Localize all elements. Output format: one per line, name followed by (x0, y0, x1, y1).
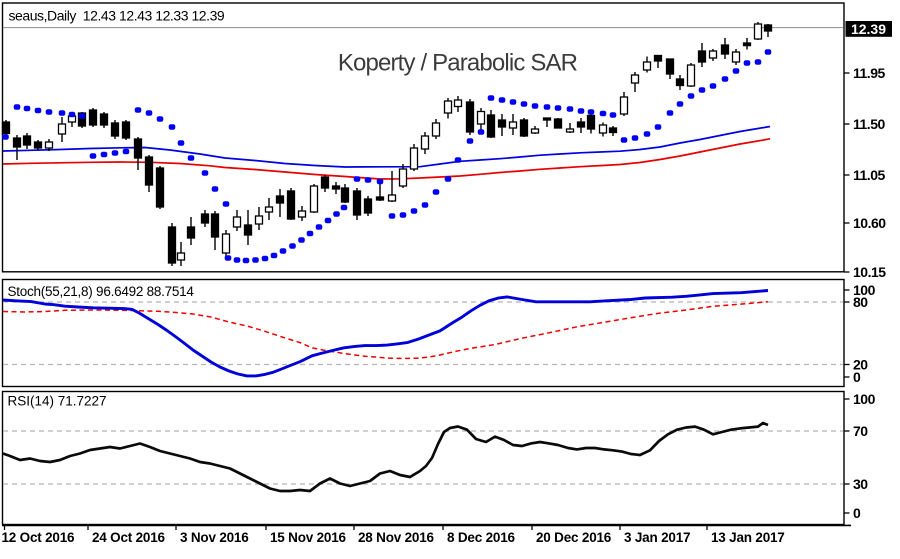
svg-text:100: 100 (853, 282, 876, 298)
svg-text:10.60: 10.60 (853, 215, 886, 231)
svg-text:15 Nov 2016: 15 Nov 2016 (270, 530, 347, 545)
svg-text:24 Oct 2016: 24 Oct 2016 (92, 530, 166, 545)
svg-text:RSI(14) 71.7227: RSI(14) 71.7227 (8, 394, 107, 409)
svg-text:70: 70 (853, 423, 868, 439)
svg-text:seaus,Daily 12.43 12.43 12.33: seaus,Daily 12.43 12.43 12.33 12.39 (9, 8, 225, 24)
svg-text:28 Nov 2016: 28 Nov 2016 (358, 530, 435, 545)
svg-text:0: 0 (853, 505, 861, 521)
svg-text:11.05: 11.05 (853, 167, 885, 183)
svg-text:Stoch(55,21,8) 96.6492 88.7514: Stoch(55,21,8) 96.6492 88.7514 (8, 284, 195, 299)
svg-text:20: 20 (853, 357, 868, 373)
svg-text:11.50: 11.50 (853, 116, 885, 132)
svg-text:12.39: 12.39 (851, 21, 886, 37)
svg-text:0: 0 (853, 369, 861, 385)
svg-text:Koperty / Parabolic SAR: Koperty / Parabolic SAR (338, 50, 578, 77)
svg-text:12 Oct 2016: 12 Oct 2016 (2, 530, 76, 545)
svg-text:80: 80 (853, 294, 868, 310)
svg-text:30: 30 (853, 476, 868, 492)
svg-text:20 Dec 2016: 20 Dec 2016 (536, 530, 612, 545)
svg-text:3 Jan 2017: 3 Jan 2017 (624, 530, 690, 545)
svg-text:10.15: 10.15 (853, 264, 886, 280)
svg-text:8 Dec 2016: 8 Dec 2016 (447, 530, 515, 545)
svg-text:11.95: 11.95 (853, 65, 885, 81)
svg-text:3 Nov 2016: 3 Nov 2016 (180, 530, 249, 545)
svg-text:13 Jan 2017: 13 Jan 2017 (711, 530, 785, 545)
svg-text:100: 100 (853, 391, 876, 407)
